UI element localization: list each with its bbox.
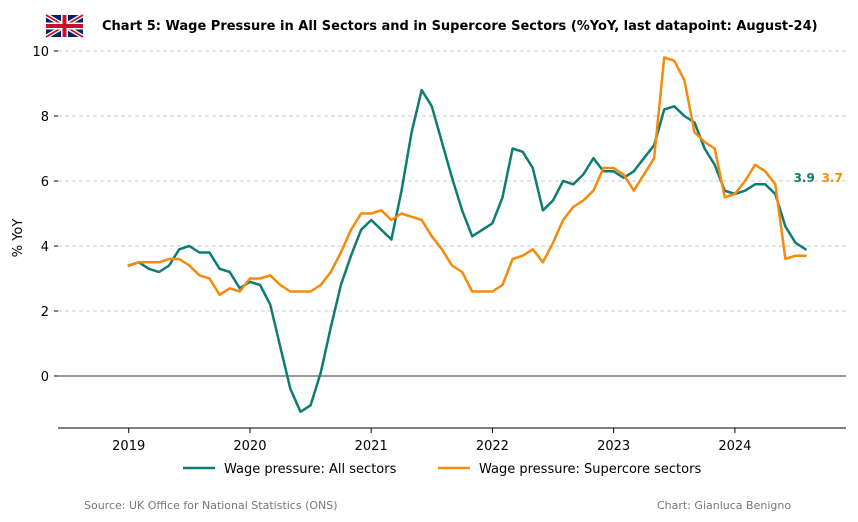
x-tick-label: 2019 xyxy=(112,439,145,454)
y-tick-label: 10 xyxy=(32,45,49,60)
end-label-all-sectors: 3.9 xyxy=(794,171,815,185)
series-line-supercore xyxy=(127,56,807,297)
source-note: Source: UK Office for National Statistic… xyxy=(84,499,338,512)
x-tick-label: 2023 xyxy=(597,439,630,454)
end-label-supercore: 3.7 xyxy=(822,171,843,185)
uk-flag-icon xyxy=(44,13,85,39)
x-tick-label: 2022 xyxy=(476,439,509,454)
series-lines xyxy=(127,56,807,414)
legend-label-all-sectors: Wage pressure: All sectors xyxy=(224,462,397,477)
legend-label-supercore: Wage pressure: Supercore sectors xyxy=(479,462,701,477)
x-tick-label: 2020 xyxy=(233,439,266,454)
y-tick-label: 2 xyxy=(41,305,49,320)
y-tick-label: 8 xyxy=(41,110,49,125)
series-line-all-sectors xyxy=(127,88,807,414)
y-tick-label: 4 xyxy=(41,240,49,255)
x-tick-label: 2021 xyxy=(355,439,388,454)
y-axis: 0 2 4 6 8 10 xyxy=(32,45,58,385)
y-tick-label: 0 xyxy=(41,370,49,385)
x-tick-label: 2024 xyxy=(718,439,751,454)
legend: Wage pressure: All sectors Wage pressure… xyxy=(183,462,701,477)
chart-credit: Chart: Gianluca Benigno xyxy=(657,499,791,512)
chart-title: Chart 5: Wage Pressure in All Sectors an… xyxy=(102,19,818,34)
end-labels: 3.9 3.7 xyxy=(794,171,843,185)
y-axis-label: % YoY xyxy=(11,219,26,258)
x-axis: 2019 2020 2021 2022 2023 2024 xyxy=(112,428,751,454)
y-tick-label: 6 xyxy=(41,175,49,190)
